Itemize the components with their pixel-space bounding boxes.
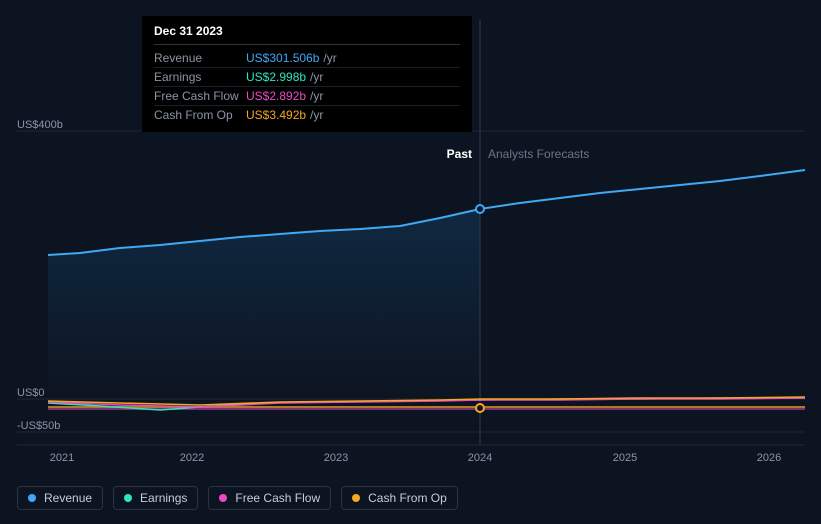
legend-dot xyxy=(124,494,132,502)
y-axis-label: US$400b xyxy=(17,119,63,131)
tooltip-metric-value: US$301.506b xyxy=(246,51,319,65)
tooltip-metric-value: US$2.892b xyxy=(246,89,306,103)
x-axis-label: 2022 xyxy=(180,452,204,464)
legend-label: Free Cash Flow xyxy=(235,491,320,505)
tooltip-metric-label: Earnings xyxy=(154,70,246,84)
legend-item-revenue[interactable]: Revenue xyxy=(17,486,103,510)
forecast-label: Analysts Forecasts xyxy=(488,147,589,161)
x-axis-label: 2024 xyxy=(468,452,492,464)
tooltip-row: EarningsUS$2.998b/yr xyxy=(154,68,460,87)
legend-label: Earnings xyxy=(140,491,187,505)
x-axis-label: 2026 xyxy=(757,452,781,464)
tooltip-metric-value: US$3.492b xyxy=(246,108,306,122)
tooltip-metric-label: Free Cash Flow xyxy=(154,89,246,103)
tooltip-metric-unit: /yr xyxy=(310,70,323,84)
legend-item-earnings[interactable]: Earnings xyxy=(113,486,198,510)
financials-chart: US$400b US$0 -US$50b Past Analysts Forecasts… xyxy=(0,0,821,524)
past-label: Past xyxy=(447,147,472,161)
tooltip-metric-label: Cash From Op xyxy=(154,108,246,122)
legend-dot xyxy=(352,494,360,502)
legend-dot xyxy=(219,494,227,502)
marker-cfo xyxy=(476,404,484,412)
tooltip-metric-unit: /yr xyxy=(310,108,323,122)
legend-label: Revenue xyxy=(44,491,92,505)
legend-label: Cash From Op xyxy=(368,491,447,505)
tooltip-metric-unit: /yr xyxy=(323,51,336,65)
legend-dot xyxy=(28,494,36,502)
tooltip-row: RevenueUS$301.506b/yr xyxy=(154,49,460,68)
tooltip-metric-value: US$2.998b xyxy=(246,70,306,84)
x-axis-label: 2023 xyxy=(324,452,348,464)
x-axis-label: 2025 xyxy=(613,452,637,464)
x-axis-label: 2021 xyxy=(50,452,74,464)
tooltip-row: Free Cash FlowUS$2.892b/yr xyxy=(154,87,460,106)
y-axis-label: US$0 xyxy=(17,387,45,399)
chart-tooltip: Dec 31 2023 RevenueUS$301.506b/yrEarning… xyxy=(142,16,472,132)
legend-item-free-cash-flow[interactable]: Free Cash Flow xyxy=(208,486,331,510)
past-area xyxy=(48,209,480,399)
marker-revenue xyxy=(476,205,484,213)
tooltip-metric-unit: /yr xyxy=(310,89,323,103)
tooltip-date: Dec 31 2023 xyxy=(154,24,460,45)
tooltip-row: Cash From OpUS$3.492b/yr xyxy=(154,106,460,124)
legend-item-cash-from-op[interactable]: Cash From Op xyxy=(341,486,458,510)
y-axis-label: -US$50b xyxy=(17,420,60,432)
tooltip-metric-label: Revenue xyxy=(154,51,246,65)
chart-legend: Revenue Earnings Free Cash Flow Cash From O… xyxy=(17,486,458,510)
